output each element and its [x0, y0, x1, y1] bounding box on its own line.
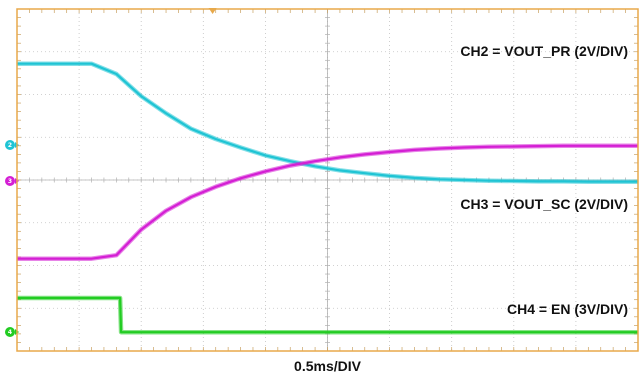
trace-ch4: [17, 296, 638, 334]
channel-2-marker-icon: [5, 140, 15, 150]
channel-3-marker-number: 3: [8, 178, 12, 185]
traces: [17, 61, 638, 335]
channel-labels: CH2 = VOUT_PR (2V/DIV) CH3 = VOUT_SC (2V/…: [460, 43, 628, 317]
channel-4-marker-icon: [5, 327, 15, 337]
channel-2-marker-number: 2: [8, 142, 12, 149]
channel-markers: 2 3 4: [5, 140, 19, 337]
channel-3-label: CH3 = VOUT_SC (2V/DIV): [460, 196, 628, 212]
plot-frame: [16, 8, 639, 352]
trigger-position-icon: [208, 8, 217, 14]
channel-4-marker-number: 4: [8, 329, 12, 336]
channel-2-label: CH2 = VOUT_PR (2V/DIV): [460, 43, 628, 59]
channel-3-marker-icon: [5, 176, 15, 186]
trace-ch2: [17, 62, 638, 183]
trace-ch3: [17, 144, 638, 260]
timebase-label: 0.5ms/DIV: [294, 358, 362, 374]
channel-4-label: CH4 = EN (3V/DIV): [507, 301, 628, 317]
